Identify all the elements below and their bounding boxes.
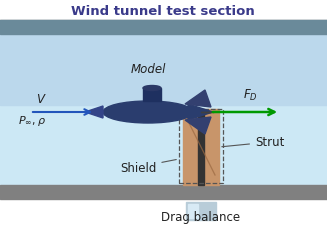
Bar <box>143 89 161 101</box>
Text: Shield: Shield <box>120 160 176 174</box>
Bar <box>0 185 327 199</box>
Ellipse shape <box>143 86 161 91</box>
Text: Wind tunnel test section: Wind tunnel test section <box>71 5 255 17</box>
Bar <box>0 35 327 106</box>
Polygon shape <box>188 105 213 121</box>
Bar <box>0 0 327 21</box>
Bar <box>183 109 219 185</box>
Polygon shape <box>185 118 211 134</box>
Ellipse shape <box>103 101 193 123</box>
Bar <box>186 202 216 220</box>
Polygon shape <box>85 106 103 118</box>
Bar <box>0 21 327 35</box>
Text: Drag balance: Drag balance <box>162 210 241 223</box>
Bar <box>188 204 198 218</box>
Text: Strut: Strut <box>222 136 284 149</box>
Bar <box>179 109 223 183</box>
Polygon shape <box>185 91 211 108</box>
Text: $P_{\infty}, \rho$: $P_{\infty}, \rho$ <box>18 114 46 127</box>
Text: $F_D$: $F_D$ <box>243 88 258 103</box>
Text: V: V <box>36 93 44 106</box>
Bar <box>198 109 204 185</box>
Text: Model: Model <box>130 63 166 76</box>
Bar <box>0 106 327 185</box>
